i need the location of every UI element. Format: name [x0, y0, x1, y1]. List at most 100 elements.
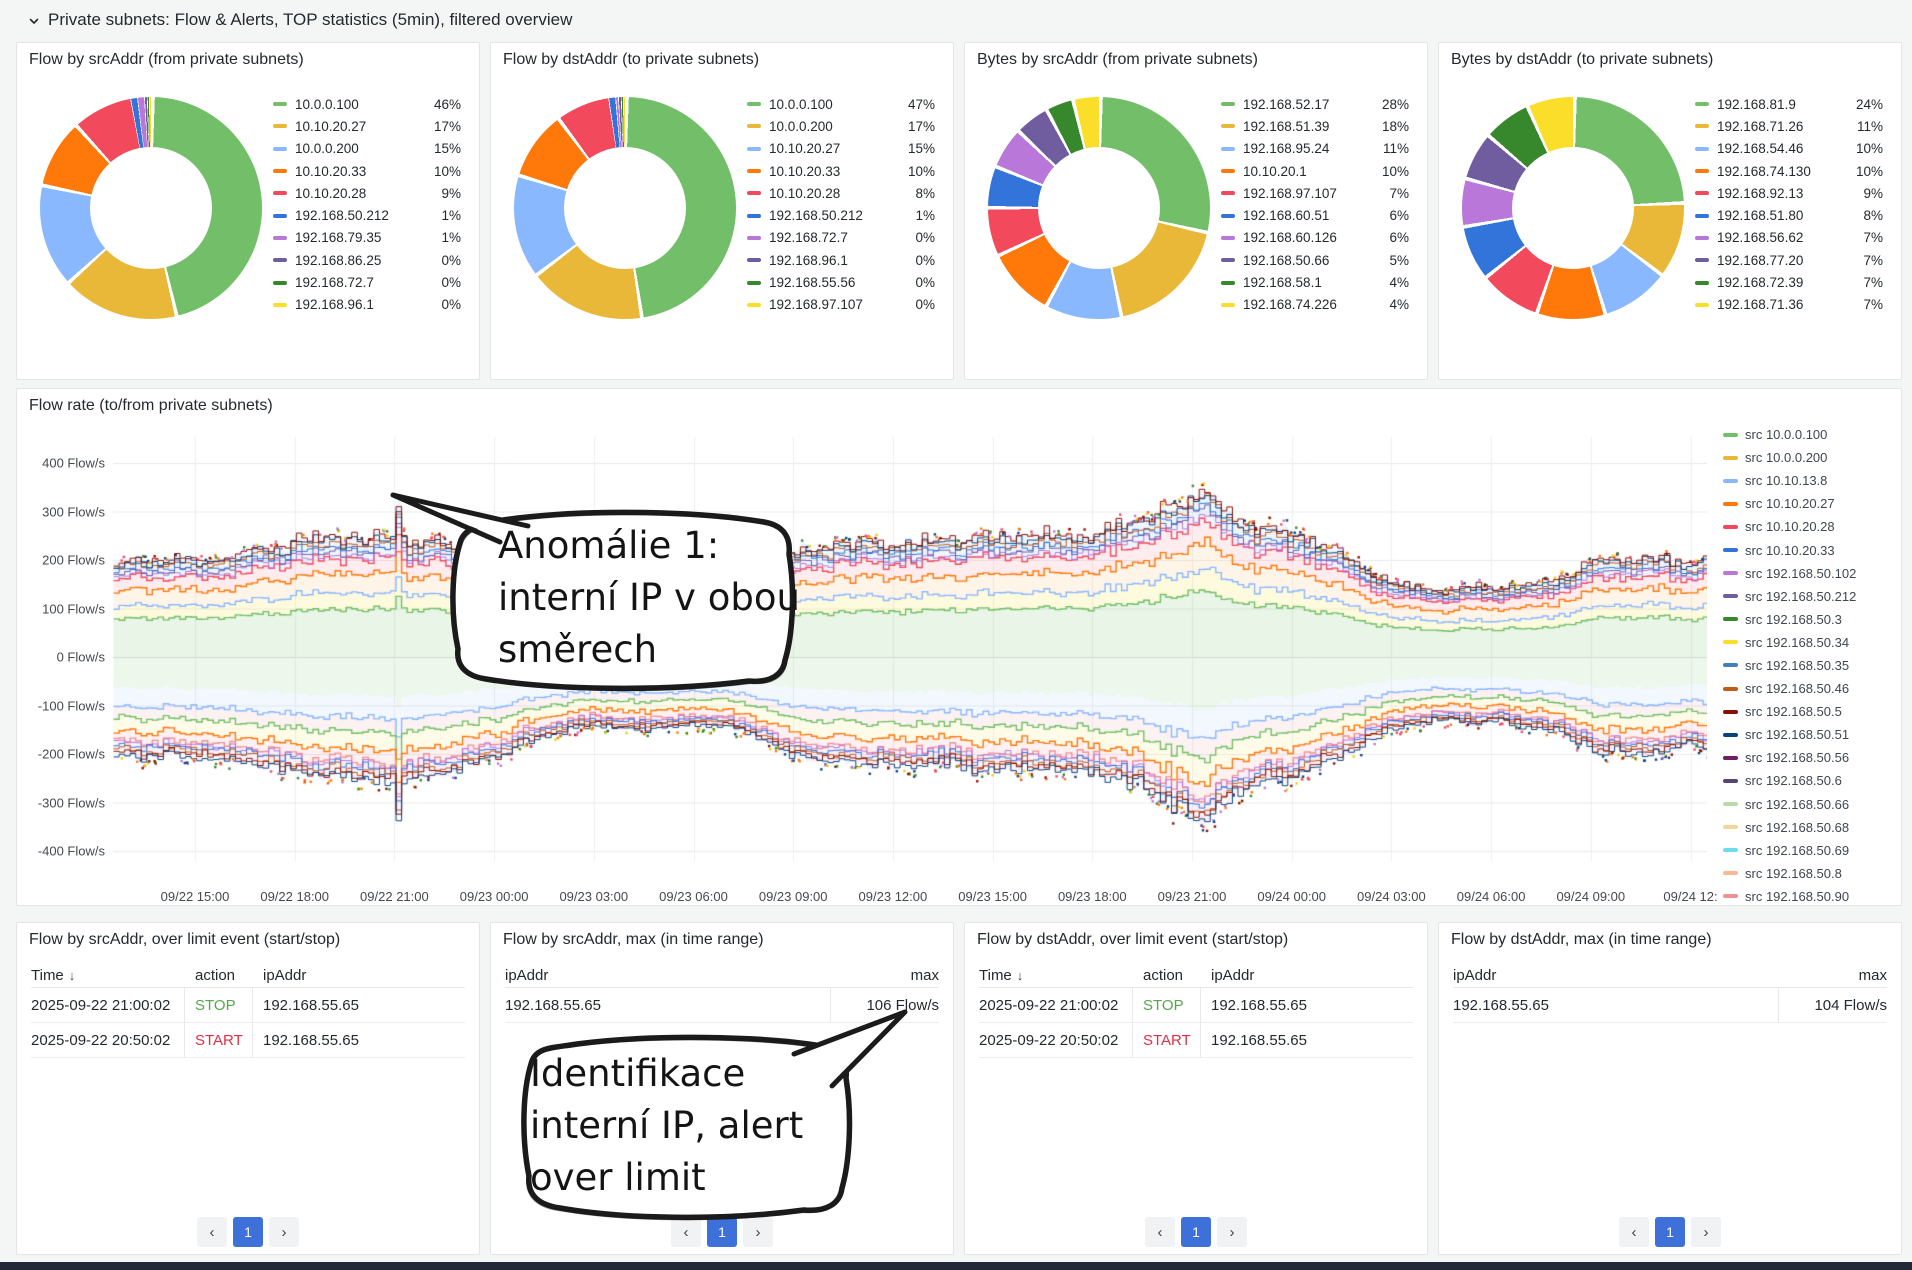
donut-legend-item[interactable]: 192.168.55.56 0%: [747, 271, 935, 293]
donut-legend-item[interactable]: 10.10.20.1 10%: [1221, 160, 1409, 182]
panel-title[interactable]: Flow by dstAddr, over limit event (start…: [977, 931, 1289, 948]
donut-legend-item[interactable]: 192.168.97.107 7%: [1221, 182, 1409, 204]
page-number-button[interactable]: 1: [1181, 1217, 1211, 1247]
donut-legend-item[interactable]: 192.168.71.26 11%: [1695, 115, 1883, 137]
page-number-button[interactable]: 1: [707, 1217, 737, 1247]
donut-legend-item[interactable]: 192.168.81.9 24%: [1695, 93, 1883, 115]
timeseries-legend-item[interactable]: src 192.168.50.69: [1723, 839, 1901, 862]
panel-title[interactable]: Bytes by dstAddr (to private subnets): [1451, 51, 1714, 68]
donut-legend-item[interactable]: 192.168.56.62 7%: [1695, 227, 1883, 249]
panel-title[interactable]: Flow by dstAddr, max (in time range): [1451, 931, 1712, 948]
page-number-button[interactable]: 1: [233, 1217, 263, 1247]
donut-legend-item[interactable]: 192.168.50.66 5%: [1221, 249, 1409, 271]
page-next-button[interactable]: ›: [1691, 1217, 1721, 1247]
donut-legend-item[interactable]: 192.168.72.39 7%: [1695, 271, 1883, 293]
timeseries-legend-item[interactable]: src 192.168.50.46: [1723, 677, 1901, 700]
donut-legend-item[interactable]: 10.10.20.33 10%: [747, 160, 935, 182]
panel-title[interactable]: Flow by srcAddr, over limit event (start…: [29, 931, 341, 948]
panel-title[interactable]: Flow by dstAddr (to private subnets): [503, 51, 760, 68]
timeseries-legend-item[interactable]: src 10.0.0.200: [1723, 446, 1901, 469]
donut-legend-item[interactable]: 192.168.77.20 7%: [1695, 249, 1883, 271]
donut-legend-item[interactable]: 192.168.96.1 0%: [273, 294, 461, 316]
donut-legend-item[interactable]: 10.10.20.27 17%: [273, 115, 461, 137]
legend-swatch-icon: [1723, 432, 1738, 437]
donut-legend-item[interactable]: 192.168.92.13 9%: [1695, 182, 1883, 204]
donut-legend-item[interactable]: 192.168.52.17 28%: [1221, 93, 1409, 115]
donut-chart[interactable]: [1462, 97, 1684, 319]
timeseries-legend-item[interactable]: src 192.168.50.5: [1723, 700, 1901, 723]
page-next-button[interactable]: ›: [1217, 1217, 1247, 1247]
timeseries-legend-item[interactable]: src 10.10.20.28: [1723, 515, 1901, 538]
panel-title[interactable]: Flow rate (to/from private subnets): [29, 397, 273, 414]
chevron-down-icon[interactable]: [28, 14, 40, 26]
column-header[interactable]: Time ↓: [31, 966, 76, 984]
timeseries-legend-item[interactable]: src 192.168.50.6: [1723, 769, 1901, 792]
donut-legend-item[interactable]: 192.168.96.1 0%: [747, 249, 935, 271]
donut-legend-item[interactable]: 192.168.74.130 10%: [1695, 160, 1883, 182]
page-prev-button[interactable]: ‹: [197, 1217, 227, 1247]
timeseries-legend-item[interactable]: src 192.168.50.3: [1723, 608, 1901, 631]
donut-chart[interactable]: [514, 97, 736, 319]
legend-swatch-icon: [273, 302, 287, 307]
timeseries-legend-item[interactable]: src 192.168.50.102: [1723, 562, 1901, 585]
donut-legend-item[interactable]: 10.10.20.33 10%: [273, 160, 461, 182]
donut-chart[interactable]: [40, 97, 262, 319]
donut-legend-item[interactable]: 192.168.50.212 1%: [747, 204, 935, 226]
donut-legend-item[interactable]: 192.168.72.7 0%: [747, 227, 935, 249]
donut-legend-item[interactable]: 10.10.20.27 15%: [747, 138, 935, 160]
page-next-button[interactable]: ›: [269, 1217, 299, 1247]
donut-legend-item[interactable]: 10.0.0.200 17%: [747, 115, 935, 137]
donut-legend-item[interactable]: 192.168.79.35 1%: [273, 227, 461, 249]
timeseries-legend-item[interactable]: src 192.168.50.51: [1723, 723, 1901, 746]
timeseries-legend-item[interactable]: src 192.168.50.90: [1723, 885, 1901, 908]
donut-legend-item[interactable]: 192.168.60.126 6%: [1221, 227, 1409, 249]
donut-legend-item[interactable]: 192.168.60.51 6%: [1221, 204, 1409, 226]
donut-legend-item[interactable]: 192.168.50.212 1%: [273, 204, 461, 226]
donut-legend-item[interactable]: 10.0.0.200 15%: [273, 138, 461, 160]
column-header: max: [910, 966, 939, 984]
page-prev-button[interactable]: ‹: [1619, 1217, 1649, 1247]
donut-legend-item[interactable]: 192.168.71.36 7%: [1695, 294, 1883, 316]
donut-legend-item[interactable]: 192.168.74.226 4%: [1221, 294, 1409, 316]
donut-legend-item[interactable]: 10.0.0.100 47%: [747, 93, 935, 115]
donut-legend-item[interactable]: 192.168.54.46 10%: [1695, 138, 1883, 160]
legend-swatch-icon: [1695, 213, 1709, 218]
page-next-button[interactable]: ›: [743, 1217, 773, 1247]
legend-label: 192.168.55.56: [769, 275, 856, 291]
timeseries-legend-item[interactable]: src 10.0.0.100: [1723, 423, 1901, 446]
donut-legend-item[interactable]: 192.168.95.24 11%: [1221, 138, 1409, 160]
sort-descending-icon[interactable]: ↓: [1016, 967, 1024, 983]
flow-rate-canvas[interactable]: [113, 421, 1707, 881]
timeseries-legend-item[interactable]: src 192.168.50.8: [1723, 862, 1901, 885]
donut-legend-item[interactable]: 192.168.86.25 0%: [273, 249, 461, 271]
dashboard-row-header[interactable]: Private subnets: Flow & Alerts, TOP stat…: [28, 8, 572, 32]
donut-legend-item[interactable]: 192.168.51.39 18%: [1221, 115, 1409, 137]
timeseries-legend-item[interactable]: src 192.168.50.66: [1723, 793, 1901, 816]
donut-legend-item[interactable]: 10.10.20.28 8%: [747, 182, 935, 204]
sort-descending-icon[interactable]: ↓: [68, 967, 76, 983]
donut-legend-item[interactable]: 192.168.58.1 4%: [1221, 271, 1409, 293]
timeseries-legend-item[interactable]: src 10.10.13.8: [1723, 469, 1901, 492]
donut-legend-item[interactable]: 192.168.72.7 0%: [273, 271, 461, 293]
panel-title[interactable]: Flow by srcAddr, max (in time range): [503, 931, 764, 948]
legend-swatch-icon: [1695, 235, 1709, 240]
donut-legend-item[interactable]: 192.168.97.107 0%: [747, 294, 935, 316]
panel-title[interactable]: Bytes by srcAddr (from private subnets): [977, 51, 1258, 68]
page-prev-button[interactable]: ‹: [1145, 1217, 1175, 1247]
page-prev-button[interactable]: ‹: [671, 1217, 701, 1247]
timeseries-legend-item[interactable]: src 192.168.50.68: [1723, 816, 1901, 839]
timeseries-legend-item[interactable]: src 192.168.50.212: [1723, 585, 1901, 608]
timeseries-legend-item[interactable]: src 192.168.50.35: [1723, 654, 1901, 677]
donut-legend-item[interactable]: 10.10.20.28 9%: [273, 182, 461, 204]
donut-legend-item[interactable]: 192.168.51.80 8%: [1695, 204, 1883, 226]
panel-title[interactable]: Flow by srcAddr (from private subnets): [29, 51, 304, 68]
donut-chart[interactable]: [988, 97, 1210, 319]
timeseries-legend-item[interactable]: src 10.10.20.27: [1723, 492, 1901, 515]
timeseries-legend-item[interactable]: src 10.10.20.33: [1723, 538, 1901, 561]
timeseries-legend-item[interactable]: src 192.168.50.56: [1723, 746, 1901, 769]
dashboard-row-title[interactable]: Private subnets: Flow & Alerts, TOP stat…: [48, 10, 573, 29]
page-number-button[interactable]: 1: [1655, 1217, 1685, 1247]
timeseries-legend-item[interactable]: src 192.168.50.34: [1723, 631, 1901, 654]
column-header[interactable]: Time ↓: [979, 966, 1024, 984]
donut-legend-item[interactable]: 10.0.0.100 46%: [273, 93, 461, 115]
